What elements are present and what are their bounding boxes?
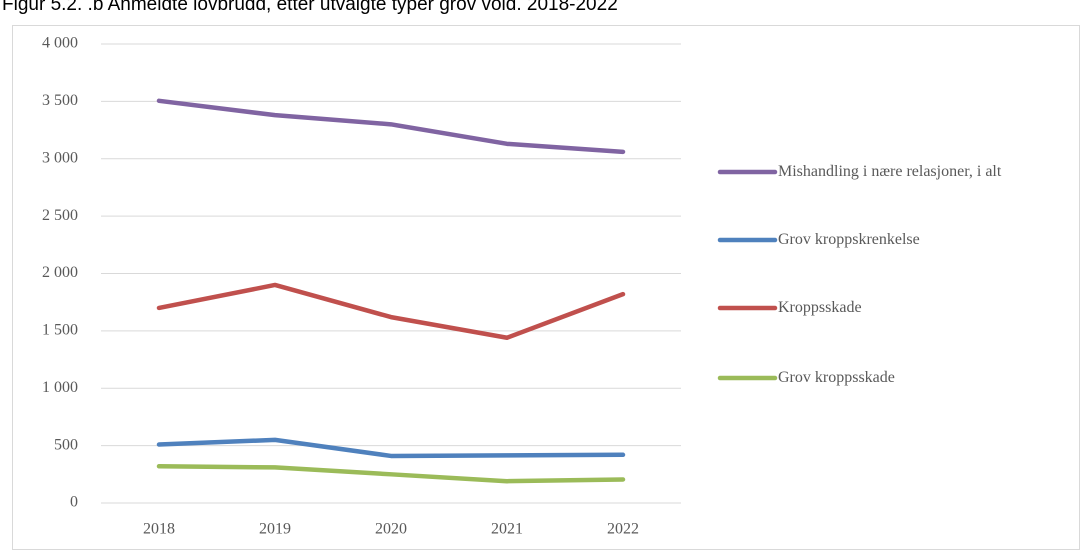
y-tick-label: 3 000 bbox=[42, 149, 78, 166]
legend-label: Grov kroppskrenkelse bbox=[778, 231, 920, 248]
y-tick-label: 4 000 bbox=[42, 35, 78, 52]
y-tick-label: 0 bbox=[70, 494, 78, 511]
y-tick-label: 3 500 bbox=[42, 92, 78, 109]
line-series bbox=[156, 437, 626, 459]
legend-label: Kroppsskade bbox=[778, 299, 862, 316]
chart-title: Figur 5.2. .b Anmeldte lovbrudd, etter u… bbox=[2, 0, 618, 15]
chart-frame bbox=[12, 25, 1080, 550]
legend-label: Grov kroppsskade bbox=[778, 369, 895, 386]
y-tick-label: 500 bbox=[54, 436, 78, 453]
line-series bbox=[156, 282, 626, 341]
y-tick-label: 2 000 bbox=[42, 264, 78, 281]
x-tick-label: 2021 bbox=[491, 521, 523, 538]
legend-label: Mishandling i nære relasjoner, i alt bbox=[778, 163, 1002, 180]
y-tick-label: 2 500 bbox=[42, 207, 78, 224]
y-tick-label: 1 500 bbox=[42, 322, 78, 339]
x-tick-label: 2018 bbox=[143, 521, 175, 538]
x-tick-label: 2019 bbox=[259, 521, 291, 538]
x-tick-label: 2020 bbox=[375, 521, 407, 538]
y-tick-label: 1 000 bbox=[42, 379, 78, 396]
x-tick-label: 2022 bbox=[607, 521, 639, 538]
line-series bbox=[156, 464, 626, 484]
line-series bbox=[156, 98, 626, 155]
